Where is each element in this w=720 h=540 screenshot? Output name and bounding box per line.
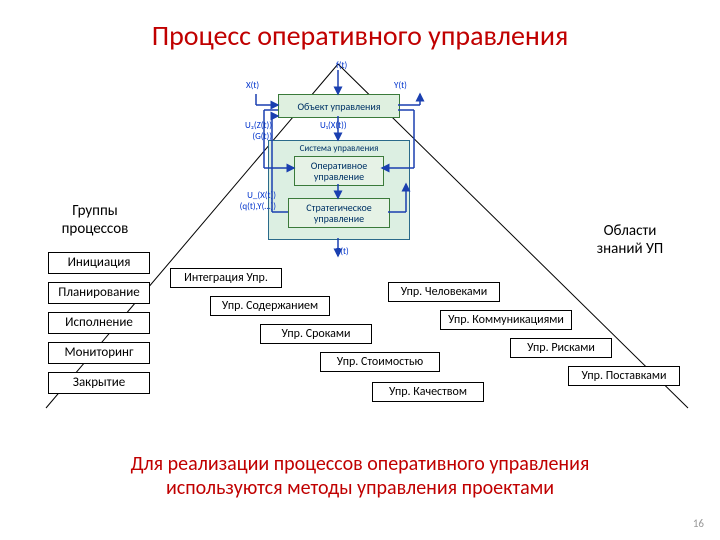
conclusion-text: Для реализации процессов оперативного уп… (0, 452, 720, 500)
conclusion-line-1: Для реализации процессов оперативного уп… (131, 452, 590, 476)
page-number: 16 (693, 517, 704, 530)
conclusion-line-2: используются методы управления проектами (166, 476, 554, 500)
